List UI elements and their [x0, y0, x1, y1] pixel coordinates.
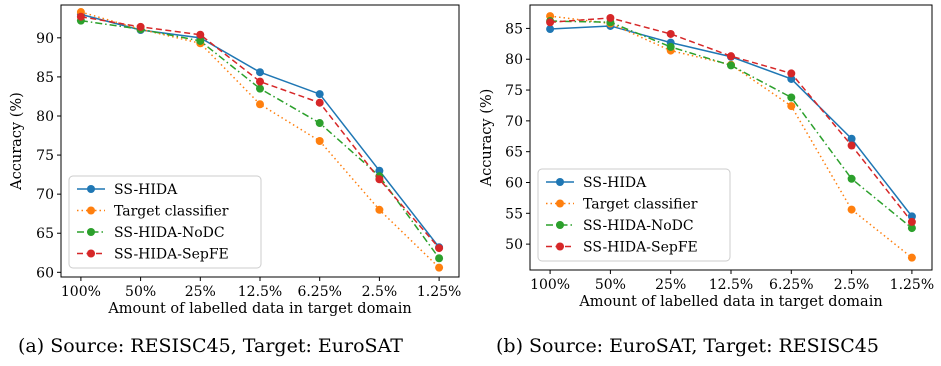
y-axis-label: Accuracy (%): [9, 92, 25, 191]
legend-marker-3: [87, 249, 95, 258]
x-tick-label: 100%: [530, 277, 570, 293]
legend-marker-1: [87, 206, 95, 215]
data-point: [375, 166, 384, 175]
legend-marker-2: [556, 221, 564, 229]
legend: SS-HIDA Target classifier SS-HIDA-NoDC SS-H…: [68, 175, 262, 269]
y-tick-label: 65: [505, 145, 523, 161]
data-point: [847, 134, 856, 143]
caption-left: (a) Source: RESISC45, Target: EuroSAT: [18, 335, 403, 357]
chart-right: 100% 50% 25% 12.5% 6.25% 2.5% 1.25% 50 55 60 65 70 7…: [479, 4, 934, 310]
legend-label-3: SS-HIDA-SepFE: [114, 247, 229, 263]
x-tick-label: 50%: [595, 277, 626, 293]
data-point: [435, 254, 444, 263]
data-point: [256, 77, 264, 86]
data-point: [546, 25, 555, 34]
legend-marker-1: [556, 199, 564, 208]
data-point: [907, 217, 916, 226]
legend-box: [68, 175, 262, 269]
data-point: [196, 30, 205, 39]
data-point: [196, 36, 205, 45]
data-point: [136, 22, 145, 31]
x-axis-label: Amount of labelled data in target domain: [578, 294, 882, 310]
y-tick-label: 50: [505, 237, 523, 253]
legend-box: [537, 168, 731, 262]
data-point: [727, 52, 735, 61]
x-tick-label: 1.25%: [417, 284, 461, 300]
y-tick-label: 80: [505, 52, 523, 68]
data-point: [256, 84, 264, 93]
data-point: [787, 74, 796, 83]
y-tick-label: 65: [36, 226, 54, 242]
data-point: [787, 93, 796, 102]
y-tick-label: 55: [505, 206, 523, 222]
data-point: [435, 263, 444, 272]
data-point: [666, 42, 675, 51]
x-axis-label: Amount of labelled data in target domain: [107, 301, 411, 317]
x-tick-label: 6.25%: [297, 284, 341, 300]
data-point: [606, 13, 615, 22]
y-tick-label: 75: [36, 148, 54, 164]
x-tick-label: 12.5%: [709, 277, 753, 293]
data-point: [847, 174, 856, 183]
x-tick-label: 2.5%: [834, 277, 870, 293]
y-tick-label: 70: [36, 187, 54, 203]
data-point: [787, 102, 796, 111]
legend-marker-0: [556, 178, 564, 186]
data-point: [435, 244, 444, 253]
data-point: [315, 137, 324, 145]
x-tick-label: 6.25%: [769, 277, 813, 293]
x-tick-label: 25%: [185, 284, 216, 300]
y-tick-label: 60: [36, 265, 54, 281]
x-tick-label: 25%: [655, 277, 686, 293]
x-tick-label: 1.25%: [890, 277, 934, 293]
data-point: [546, 18, 555, 27]
legend-label-0: SS-HIDA: [583, 175, 647, 191]
data-point: [847, 141, 856, 150]
y-axis-label: Accuracy (%): [479, 89, 495, 188]
chart-left: 100% 50% 25% 12.5% 6.25% 2.5% 1.25% 60 65 70 75 80 8…: [9, 4, 461, 317]
data-point: [315, 90, 324, 99]
data-point: [76, 12, 85, 21]
legend-marker-0: [87, 185, 95, 193]
y-tick-label: 75: [505, 83, 523, 99]
data-point: [907, 224, 916, 233]
y-tick-label: 60: [505, 175, 523, 191]
legend-label-3: SS-HIDA-SepFE: [583, 240, 698, 256]
legend-label-2: SS-HIDA-NoDC: [583, 218, 694, 234]
data-point: [787, 69, 796, 78]
data-point: [315, 119, 324, 128]
legend-marker-3: [556, 242, 564, 251]
data-point: [727, 61, 735, 70]
x-tick-label: 50%: [125, 284, 156, 300]
legend-label-2: SS-HIDA-NoDC: [114, 225, 225, 241]
data-point: [375, 205, 384, 214]
legend-label-1: Target classifier: [114, 204, 229, 220]
y-tick-label: 90: [36, 31, 54, 47]
x-tick-label: 2.5%: [362, 284, 398, 300]
data-point: [907, 253, 916, 262]
data-point: [375, 175, 384, 184]
data-point: [847, 205, 856, 214]
y-tick-label: 70: [505, 114, 523, 130]
y-tick-label: 80: [36, 109, 54, 125]
data-point: [256, 100, 264, 109]
y-tick-label: 85: [36, 70, 54, 86]
legend-marker-2: [87, 228, 95, 236]
data-point: [666, 29, 675, 38]
x-tick-label: 100%: [61, 284, 101, 300]
x-tick-label: 12.5%: [238, 284, 282, 300]
data-point: [256, 68, 264, 77]
caption-right: (b) Source: EuroSAT, Target: RESISC45: [496, 335, 879, 357]
data-point: [315, 98, 324, 107]
y-tick-label: 85: [505, 21, 523, 37]
legend-label-0: SS-HIDA: [114, 182, 178, 198]
legend-label-1: Target classifier: [583, 197, 698, 213]
legend: SS-HIDA Target classifier SS-HIDA-NoDC SS-H…: [537, 168, 731, 262]
